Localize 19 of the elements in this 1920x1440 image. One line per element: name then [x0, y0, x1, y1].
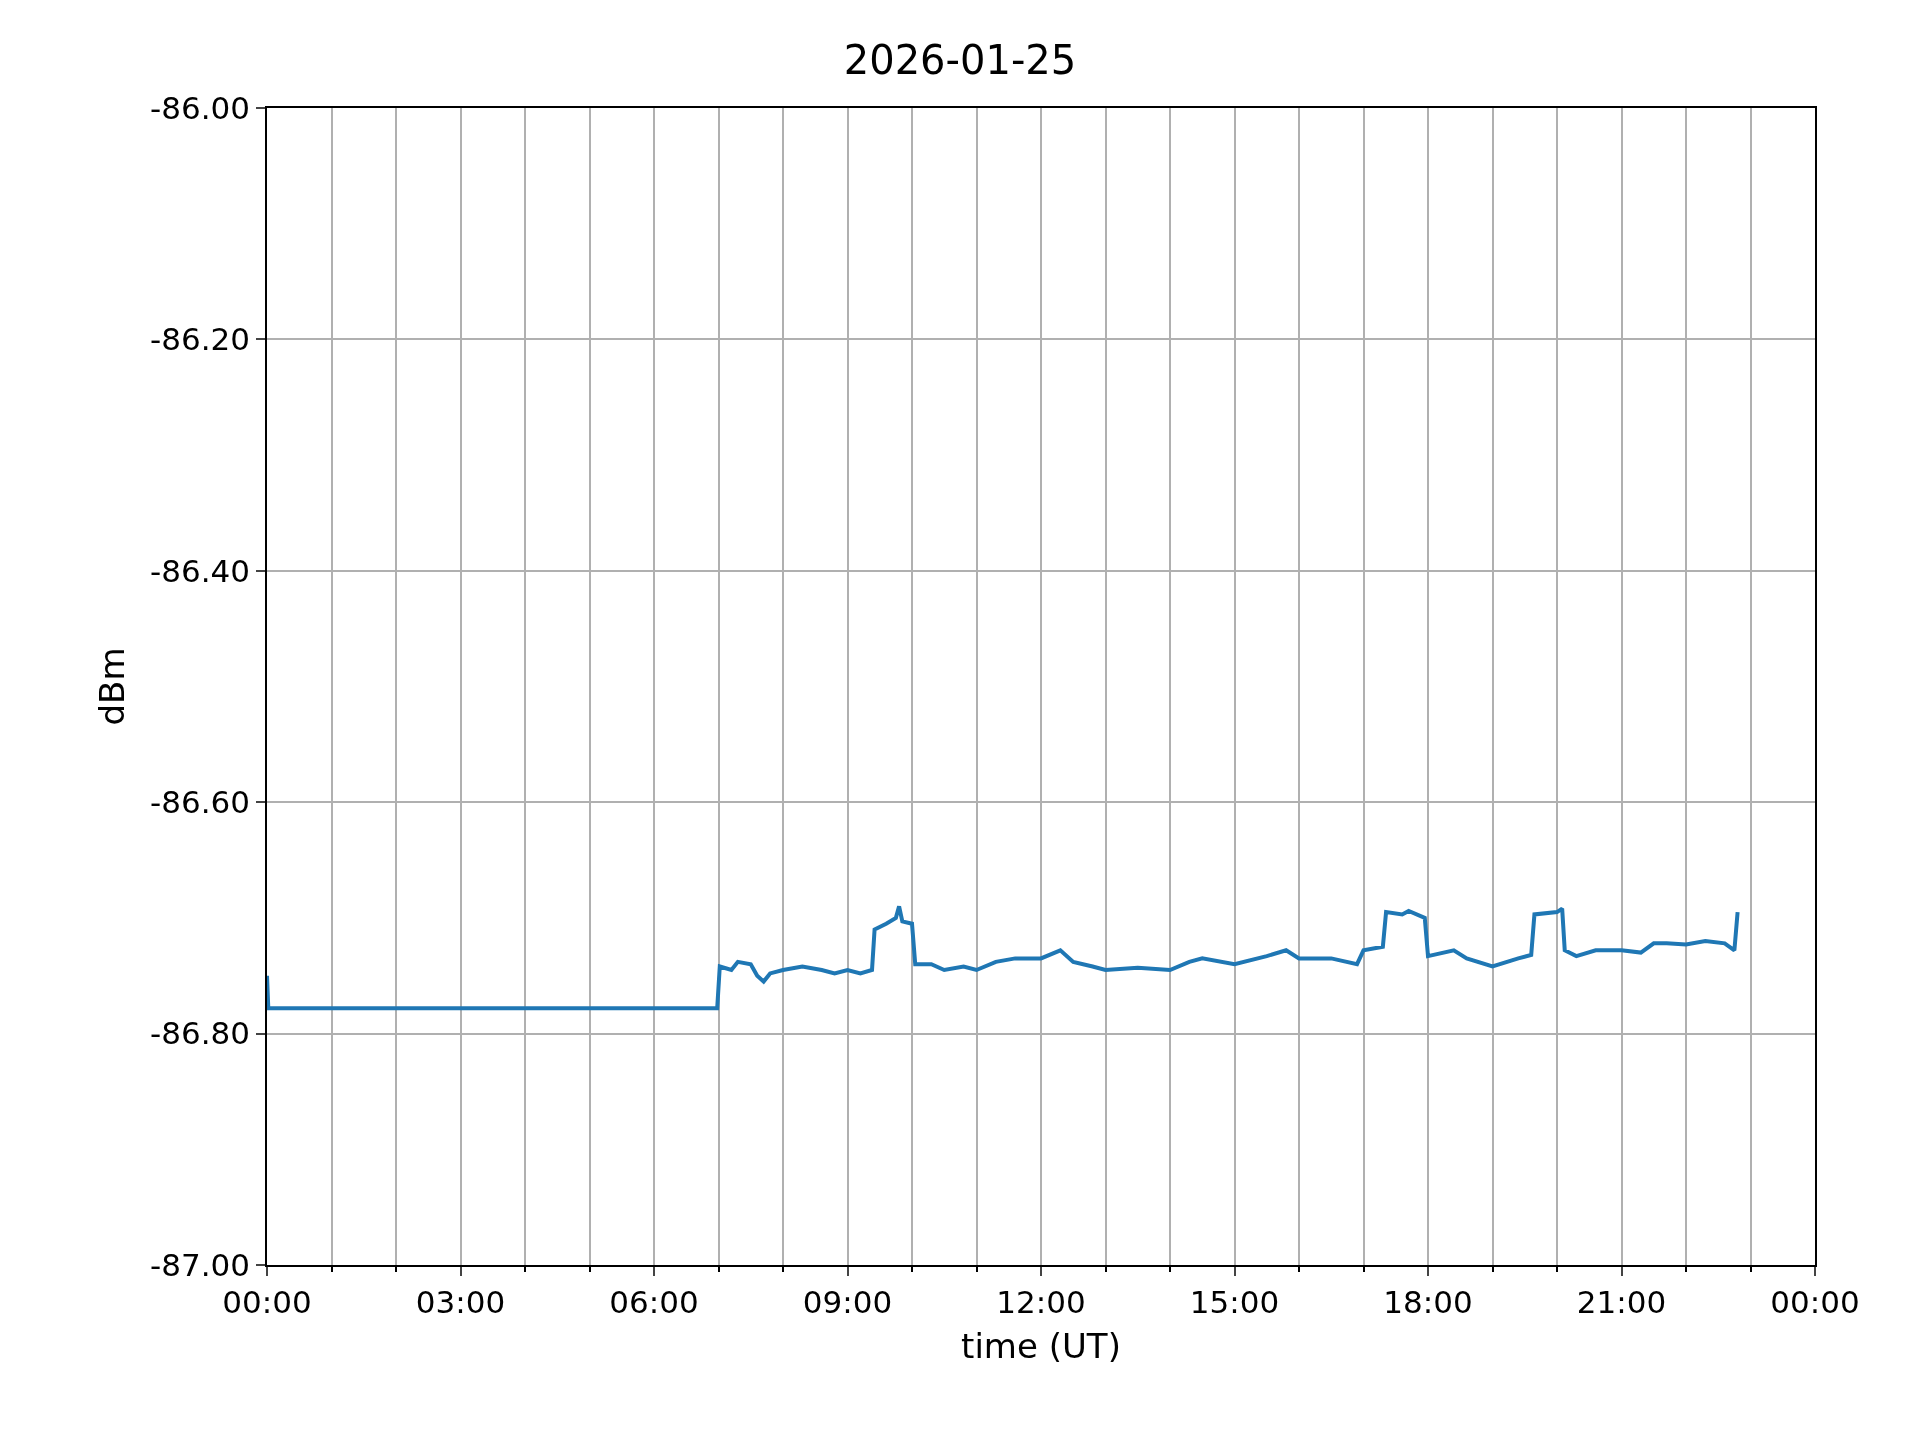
x-axis-title: time (UT)	[961, 1325, 1121, 1366]
x-tick-label: 18:00	[1383, 1283, 1473, 1320]
x-tick-label: 06:00	[609, 1283, 699, 1320]
x-tick-label: 03:00	[415, 1283, 506, 1320]
y-tick-label: -86.00	[150, 89, 251, 126]
x-tick-label: 00:00	[222, 1283, 312, 1320]
line-series	[267, 904, 1740, 1011]
x-tick-label: 00:00	[1770, 1283, 1860, 1320]
x-tick-label: 21:00	[1576, 1283, 1667, 1320]
x-tick-label: 12:00	[996, 1283, 1086, 1320]
y-tick-label: -86.60	[150, 784, 251, 821]
y-tick-label: -86.20	[150, 321, 251, 358]
y-tick-label: -87.00	[150, 1246, 251, 1283]
x-tick-label: 15:00	[1189, 1283, 1280, 1320]
y-tick-label: -86.40	[150, 552, 251, 589]
y-tick-label: -86.80	[150, 1015, 251, 1052]
y-axis-title: dBm	[92, 647, 133, 726]
x-tick-label: 09:00	[802, 1283, 893, 1320]
chart-title: 2026-01-25	[843, 37, 1077, 83]
